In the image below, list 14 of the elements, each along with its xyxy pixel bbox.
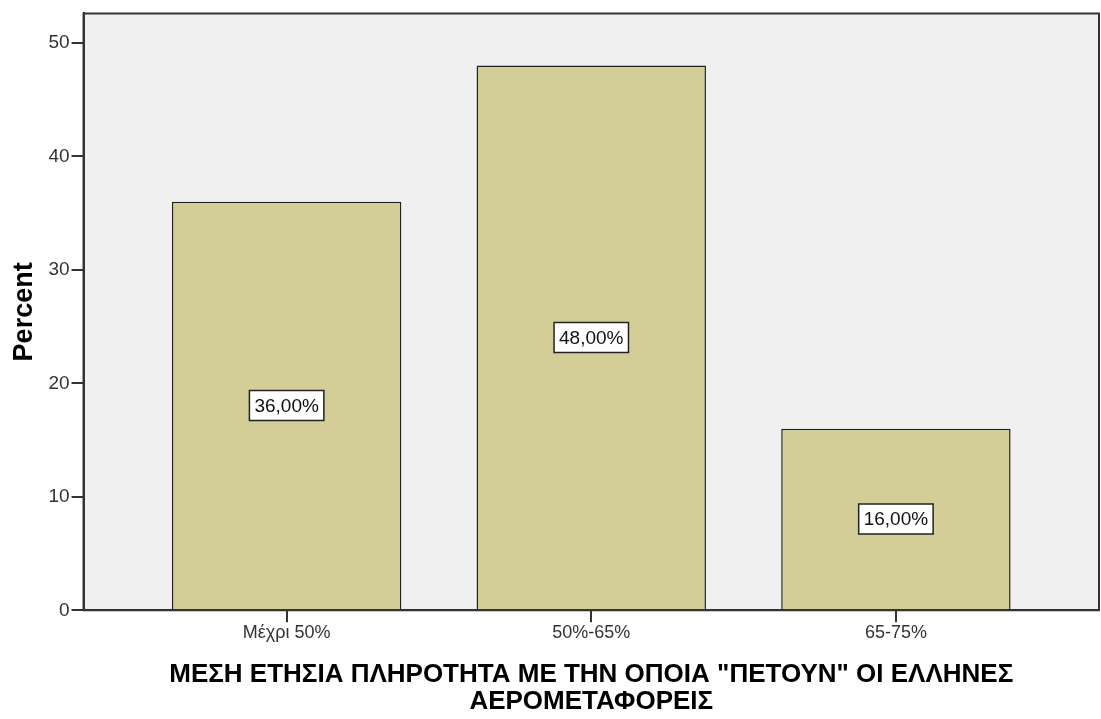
y-tick-label: 10: [48, 485, 70, 507]
data-label: 16,00%: [863, 508, 929, 530]
data-label: 48,00%: [559, 326, 624, 348]
y-tick-label: 30: [48, 258, 70, 280]
y-tick-label: 40: [48, 144, 70, 166]
y-axis-title: Percent: [7, 262, 38, 362]
y-tick-label: 0: [58, 598, 70, 620]
y-tick-label: 50: [48, 31, 70, 53]
y-tick-label: 20: [48, 371, 70, 393]
x-axis-title: ΜΕΣΗ ΕΤΗΣΙΑ ΠΛΗΡΟΤΗΤΑ ΜΕ ΤΗΝ ΟΠΟΙΑ "ΠΕΤΟΥΝ" ΟΙ ΕΛΛΗΝΕΣ ΑΕΡΟΜΕΤΑΦΟΡΕΙΣ: [169, 657, 1014, 715]
x-tick-label: 50%-65%: [552, 622, 631, 643]
x-tick-label: Μέχρι 50%: [242, 622, 331, 643]
x-tick-label: 65-75%: [864, 622, 927, 643]
data-label: 36,00%: [254, 394, 319, 416]
